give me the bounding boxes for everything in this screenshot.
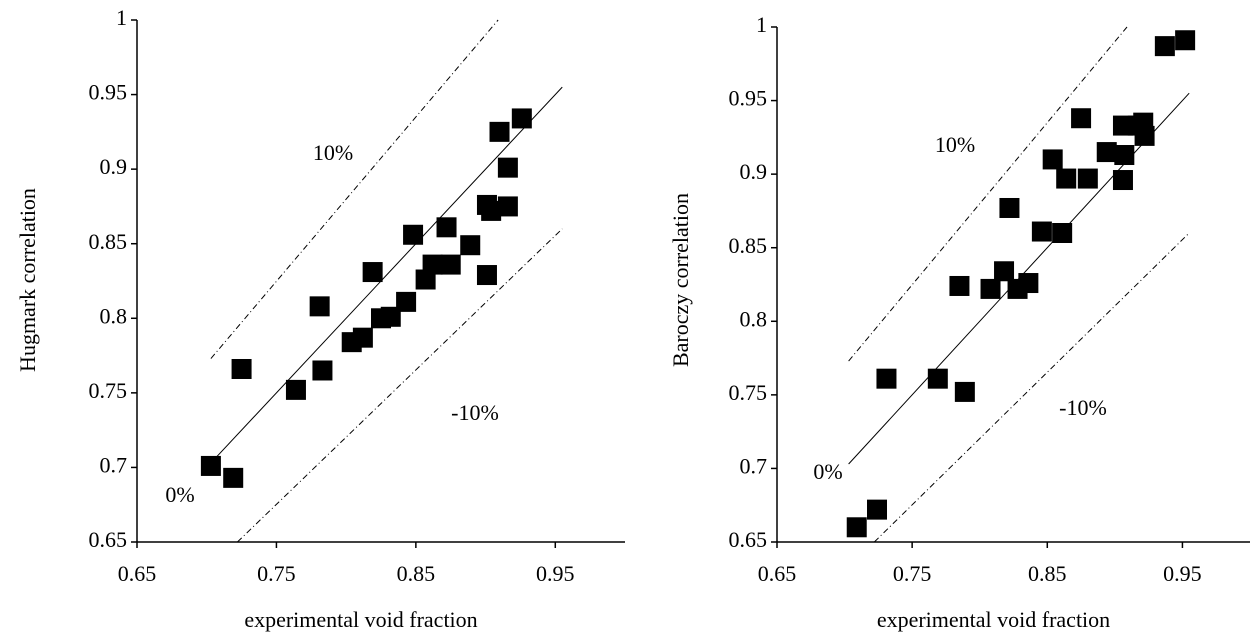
reference-label: 0% — [813, 459, 842, 484]
data-point — [1114, 145, 1135, 166]
data-point — [440, 254, 461, 275]
reference-line — [210, 19, 499, 359]
y-tick-label: 0.75 — [89, 378, 128, 403]
data-point — [380, 306, 401, 327]
data-point — [1056, 168, 1077, 189]
reference-label: 10% — [935, 132, 975, 157]
y-tick-label: 0.9 — [100, 154, 128, 179]
x-tick-label: 0.65 — [118, 561, 157, 586]
y-tick-label: 0.9 — [740, 159, 768, 184]
data-point — [949, 275, 970, 296]
y-tick-label: 1 — [756, 12, 767, 37]
data-point — [1018, 273, 1039, 294]
data-point — [999, 197, 1020, 218]
data-point — [876, 368, 897, 389]
x-tick-label: 0.95 — [536, 561, 575, 586]
y-tick-label: 0.95 — [89, 80, 128, 105]
x-tick-label: 0.85 — [397, 561, 436, 586]
x-tick-label: 0.75 — [893, 561, 932, 586]
y-tick-label: 0.85 — [89, 229, 128, 254]
data-point — [1133, 112, 1154, 133]
reference-label: -10% — [1059, 395, 1107, 420]
data-point — [994, 261, 1015, 282]
data-point — [497, 196, 518, 217]
reference-label: -10% — [451, 400, 499, 425]
data-point — [481, 200, 502, 221]
data-point — [511, 108, 532, 129]
reference-label: 10% — [313, 140, 353, 165]
data-point — [846, 517, 867, 538]
data-point — [1112, 170, 1133, 191]
data-point — [422, 254, 443, 275]
y-axis-label: Baroczy correlation — [668, 193, 693, 367]
x-tick-label: 0.95 — [1163, 561, 1202, 586]
data-point — [1031, 221, 1052, 242]
data-point — [285, 379, 306, 400]
data-point — [1077, 168, 1098, 189]
data-point — [396, 291, 417, 312]
data-point — [980, 278, 1001, 299]
data-point — [231, 358, 252, 379]
data-point — [927, 368, 948, 389]
data-point — [362, 262, 383, 283]
x-tick-label: 0.85 — [1028, 561, 1067, 586]
y-tick-label: 0.8 — [740, 306, 768, 331]
data-point — [1175, 30, 1196, 51]
data-point — [1042, 149, 1063, 170]
data-point — [1052, 223, 1073, 243]
y-tick-label: 0.95 — [729, 86, 768, 111]
data-point — [312, 360, 333, 381]
y-tick-label: 0.85 — [729, 233, 768, 258]
data-point — [476, 265, 497, 286]
data-point — [489, 121, 510, 142]
data-point — [1071, 108, 1092, 129]
data-point — [352, 327, 373, 348]
reference-line — [237, 228, 563, 543]
reference-line — [210, 86, 563, 464]
data-point — [1154, 36, 1175, 57]
data-point — [954, 381, 975, 402]
reference-line — [848, 26, 1128, 362]
reference-label: 0% — [165, 482, 194, 507]
data-point — [436, 217, 457, 238]
data-point — [460, 235, 481, 256]
data-point — [1096, 142, 1117, 163]
x-tick-label: 0.65 — [758, 561, 797, 586]
data-point — [309, 296, 330, 317]
data-point — [223, 467, 244, 488]
y-tick-label: 0.65 — [89, 527, 128, 552]
data-point — [200, 455, 221, 476]
y-axis-label: Hugmark correlation — [15, 188, 40, 372]
reference-line — [873, 232, 1190, 543]
y-tick-label: 0.65 — [729, 527, 768, 552]
y-tick-label: 0.7 — [740, 453, 768, 478]
data-point — [867, 499, 888, 520]
x-tick-label: 0.75 — [257, 561, 296, 586]
x-axis-label: experimental void fraction — [244, 607, 477, 632]
y-tick-label: 1 — [116, 5, 127, 30]
data-point — [497, 157, 518, 178]
y-tick-label: 0.8 — [100, 303, 128, 328]
y-tick-label: 0.7 — [100, 452, 128, 477]
y-tick-label: 0.75 — [729, 380, 768, 405]
x-axis-label: experimental void fraction — [877, 607, 1110, 632]
data-point — [403, 224, 424, 245]
